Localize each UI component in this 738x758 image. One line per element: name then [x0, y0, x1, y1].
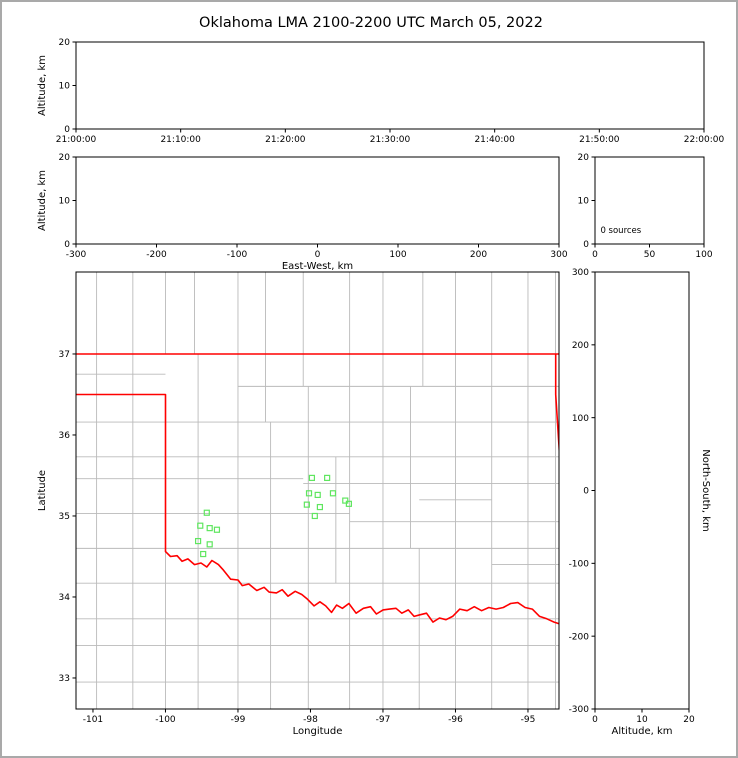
station-marker	[345, 500, 352, 507]
figure-title: Oklahoma LMA 2100-2200 UTC March 05, 202…	[199, 15, 543, 31]
x-tick-label: -200	[146, 250, 167, 260]
station-marker	[194, 537, 202, 545]
y-tick-label: 10	[578, 197, 590, 207]
y-tick-label: 10	[59, 82, 71, 92]
x-tick-label: -95	[521, 715, 536, 725]
panel-east-west-height: -300 -200 -100 0 100 200 300 0 10 20 East-West, km…	[37, 153, 568, 272]
y-tick-label: 36	[59, 431, 71, 441]
y-axis-label: North-South, km	[700, 449, 711, 532]
y-tick-label: -300	[569, 705, 590, 715]
x-tick-label: -100	[155, 715, 176, 725]
x-axis-label: Longitude	[293, 726, 343, 737]
x-tick-label: 300	[550, 250, 567, 260]
station-marker	[324, 474, 331, 482]
x-tick-label: -98	[303, 715, 318, 725]
annotation-text: 0 sources	[600, 226, 641, 236]
station-marker	[342, 497, 349, 504]
x-tick-label: -99	[231, 715, 246, 725]
x-tick-label: 200	[470, 250, 487, 260]
axes-frame	[75, 41, 705, 130]
y-axis-label: Altitude, km	[37, 170, 48, 231]
axes-frame	[75, 156, 560, 245]
y-tick-label: 34	[59, 593, 71, 603]
x-tick-label: 21:50:00	[579, 135, 620, 145]
station-marker	[314, 491, 321, 499]
y-tick-label: 100	[572, 414, 589, 424]
y-axis-label: Altitude, km	[37, 55, 48, 116]
x-tick-label: -100	[227, 250, 248, 260]
station-marker	[329, 490, 337, 497]
y-tick-label: 0	[583, 240, 589, 250]
y-axis-label: Latitude	[37, 470, 48, 511]
panel-source-histogram: 0 50 100 0 10 20 0 sources	[578, 153, 713, 260]
station-marker	[311, 512, 318, 520]
panel-north-south-height: 0 10 20 300 200 100 0 -100 -200 -300 Altitude, km N…	[569, 268, 711, 737]
station-marker	[213, 526, 221, 533]
y-tick-label: 35	[59, 512, 70, 522]
station-marker	[200, 550, 207, 558]
x-tick-label: -97	[376, 715, 391, 725]
x-tick-label: 50	[644, 250, 656, 260]
y-tick-label: 37	[59, 350, 70, 360]
station-marker	[308, 474, 316, 482]
y-tick-label: -100	[569, 560, 590, 570]
x-tick-label: 21:30:00	[370, 135, 411, 145]
x-tick-label: 21:20:00	[265, 135, 306, 145]
x-tick-label: 20	[683, 715, 695, 725]
axes-frame	[594, 271, 690, 710]
x-axis-label: Altitude, km	[612, 726, 673, 737]
y-tick-label: 10	[59, 197, 71, 207]
x-tick-label: 21:40:00	[474, 135, 515, 145]
x-tick-label: -101	[83, 715, 103, 725]
x-tick-label: 21:00:00	[56, 135, 97, 145]
station-marker	[197, 522, 204, 529]
x-tick-label: -96	[448, 715, 463, 725]
axes-frame	[75, 271, 560, 710]
station-marker	[203, 509, 210, 516]
station-marker	[305, 490, 313, 497]
y-tick-label: 0	[583, 487, 589, 497]
y-tick-label: 20	[59, 38, 71, 48]
state-border-line	[76, 393, 559, 625]
x-tick-label: 0	[315, 250, 321, 260]
panel-plan-map: -101 -100 -99 -98 -97 -96 -95 33 34 35 36 37 Longitu…	[37, 271, 560, 737]
y-tick-label: 0	[64, 240, 70, 250]
y-tick-label: 20	[578, 153, 590, 163]
station-marker	[303, 501, 310, 508]
state-border-line	[554, 354, 559, 459]
y-tick-label: 0	[64, 125, 70, 135]
x-tick-label: 21:10:00	[160, 135, 201, 145]
x-tick-label: 22:00:00	[684, 135, 725, 145]
station-marker	[206, 541, 213, 548]
station-marker	[316, 503, 323, 511]
x-tick-label: 0	[592, 715, 598, 725]
x-tick-label: 0	[592, 250, 598, 260]
y-tick-label: 200	[572, 341, 589, 351]
x-tick-label: 100	[695, 250, 712, 260]
x-tick-label: 100	[389, 250, 406, 260]
x-tick-label: -300	[66, 250, 87, 260]
y-tick-label: 33	[59, 674, 70, 684]
x-tick-label: 10	[636, 715, 648, 725]
x-axis-label: East-West, km	[282, 261, 353, 272]
station-marker	[206, 525, 213, 532]
panel-time-height: 21:00:00 21:10:00 21:20:00 21:30:00 21:40:00…	[37, 38, 724, 145]
y-tick-label: 300	[572, 268, 589, 278]
y-tick-label: 20	[59, 153, 71, 163]
map-layers	[76, 272, 559, 709]
y-tick-label: -200	[569, 632, 590, 642]
